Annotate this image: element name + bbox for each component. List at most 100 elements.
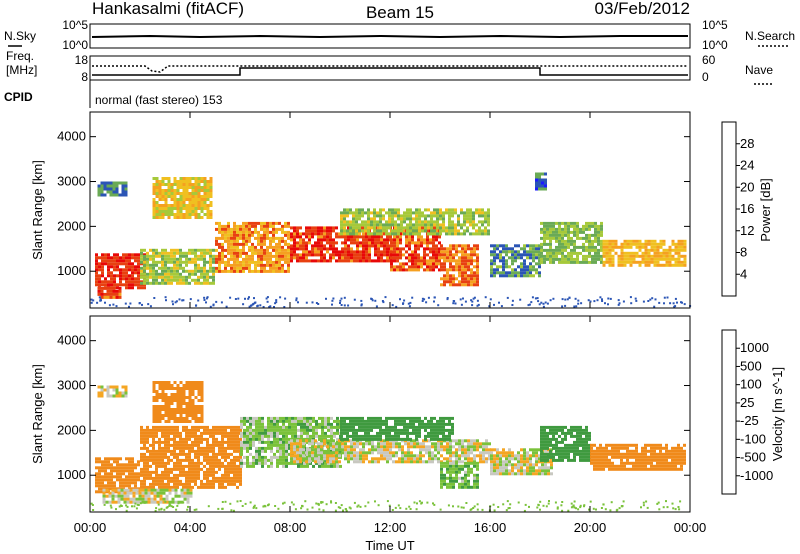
speckle-cell — [339, 302, 341, 304]
data-cell — [293, 439, 296, 443]
data-cell — [433, 208, 436, 212]
data-cell — [188, 269, 191, 273]
data-cell — [429, 259, 432, 263]
data-cell — [194, 476, 197, 480]
data-cell — [266, 254, 269, 258]
data-cell — [306, 422, 309, 426]
data-cell — [305, 232, 308, 236]
data-cell — [260, 245, 263, 249]
data-cell — [170, 467, 173, 471]
data-cell — [302, 253, 305, 257]
data-cell — [464, 280, 467, 284]
data-cell — [182, 485, 185, 489]
data-cell — [209, 257, 212, 261]
data-cell — [128, 277, 131, 281]
speckle-cell — [527, 304, 530, 307]
data-cell — [215, 470, 218, 474]
data-cell — [392, 454, 395, 458]
data-cell — [194, 405, 198, 408]
data-cell — [677, 263, 681, 267]
data-cell — [594, 224, 597, 228]
data-cell — [323, 259, 326, 263]
data-cell — [282, 458, 285, 462]
data-cell — [161, 417, 165, 420]
data-cell — [473, 448, 476, 452]
data-cell — [173, 393, 177, 396]
data-cell — [203, 458, 206, 462]
data-cell — [203, 186, 207, 189]
data-cell — [452, 451, 455, 455]
data-cell — [523, 265, 526, 269]
data-cell — [430, 214, 433, 218]
data-cell — [394, 208, 397, 212]
data-cell — [173, 183, 177, 186]
data-cell — [412, 217, 415, 221]
beam-title: Beam 15 — [366, 3, 434, 22]
data-cell — [246, 449, 249, 453]
data-cell — [221, 431, 224, 435]
data-cell — [185, 434, 188, 438]
speckle-cell — [90, 301, 93, 304]
data-cell — [221, 485, 224, 489]
data-cell — [594, 236, 597, 240]
data-cell — [323, 454, 326, 458]
data-cell — [152, 183, 156, 186]
data-cell — [182, 186, 186, 189]
data-cell — [315, 431, 318, 435]
data-cell — [252, 434, 255, 438]
data-cell — [493, 244, 496, 248]
freq-label-2: [MHz] — [6, 63, 37, 77]
data-cell — [417, 256, 420, 260]
data-cell — [415, 226, 418, 230]
data-cell — [389, 457, 392, 461]
data-cell — [191, 387, 195, 390]
data-cell — [167, 204, 171, 207]
data-cell — [413, 457, 416, 461]
data-cell — [173, 251, 176, 255]
data-cell — [218, 230, 221, 234]
data-cell — [543, 227, 546, 231]
data-cell — [438, 241, 441, 245]
data-cell — [233, 230, 236, 234]
data-cell — [200, 417, 204, 420]
data-cell — [546, 236, 549, 240]
data-cell — [152, 425, 155, 429]
data-cell — [206, 186, 210, 189]
speckle-cell — [248, 305, 251, 308]
data-cell — [300, 419, 303, 423]
data-cell — [158, 425, 161, 429]
data-cell — [291, 422, 294, 426]
data-cell — [532, 253, 535, 257]
data-cell — [176, 443, 179, 447]
data-cell — [567, 236, 570, 240]
data-cell — [173, 420, 177, 423]
data-cell — [482, 448, 485, 452]
data-cell — [332, 247, 335, 251]
data-cell — [218, 236, 221, 240]
speckle-cell — [112, 303, 115, 306]
data-cell — [215, 242, 218, 246]
data-cell — [212, 449, 215, 453]
data-cell — [424, 214, 427, 218]
data-cell — [290, 448, 293, 452]
data-cell — [288, 428, 291, 432]
data-cell — [185, 269, 188, 273]
data-cell — [227, 452, 230, 456]
data-cell — [233, 248, 236, 252]
data-cell — [426, 241, 429, 245]
data-cell — [206, 192, 210, 195]
data-cell — [230, 236, 233, 240]
data-cell — [137, 265, 140, 269]
data-cell — [540, 260, 543, 264]
data-cell — [311, 454, 314, 458]
data-cell — [227, 263, 230, 267]
data-cell — [461, 265, 464, 269]
speckle-cell — [395, 305, 398, 308]
data-cell — [576, 260, 579, 264]
data-cell — [152, 411, 156, 414]
data-cell — [443, 457, 446, 461]
data-cell — [191, 434, 194, 438]
data-cell — [188, 482, 191, 486]
data-cell — [561, 251, 564, 255]
data-cell — [155, 281, 158, 285]
